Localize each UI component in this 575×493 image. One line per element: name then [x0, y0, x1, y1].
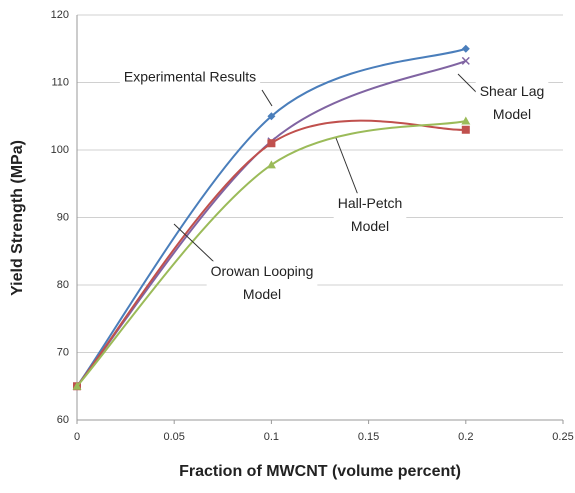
annotation-text: Model	[493, 106, 531, 122]
x-tick-label: 0	[74, 431, 80, 443]
series-line	[76, 119, 467, 387]
annotation: Hall-Petch Model	[333, 193, 407, 237]
marker	[461, 44, 470, 53]
marker	[461, 125, 470, 134]
x-tick-label: 0.2	[458, 431, 473, 443]
annotation: Shear Lag Model	[475, 81, 549, 125]
annotation: Experimental Results	[119, 66, 261, 87]
annotation-text: Shear Lag	[480, 83, 545, 99]
leader-line	[335, 137, 359, 196]
marker	[72, 381, 82, 390]
y-tick-label: 70	[57, 346, 69, 358]
y-tick-label: 110	[51, 76, 69, 88]
x-tick-label: 0.1	[264, 431, 279, 443]
series-line	[76, 59, 467, 387]
annotation-text: Model	[351, 218, 389, 234]
y-tick-label: 80	[57, 279, 69, 291]
marker	[267, 112, 276, 121]
x-tick-label: 0.05	[163, 431, 184, 443]
marker	[267, 139, 276, 148]
annotation-bg	[119, 66, 261, 87]
annotation-bg	[206, 261, 318, 305]
x-axis-title: Fraction of MWCNT (volume percent)	[179, 463, 461, 480]
y-tick-label: 120	[51, 9, 69, 21]
annotation-bg	[333, 193, 407, 237]
leader-line	[457, 73, 477, 93]
y-tick-label: 60	[57, 414, 69, 426]
leader-line	[173, 223, 215, 263]
annotation-text: Experimental Results	[124, 69, 256, 85]
y-axis-title: Yield Strength (MPa)	[9, 140, 26, 296]
series-line	[76, 119, 466, 387]
y-tick-label: 100	[51, 144, 69, 156]
marker	[461, 116, 471, 125]
annotation-bg	[475, 81, 549, 125]
series-line	[76, 47, 467, 387]
annotation-text: Orowan Looping	[211, 263, 314, 279]
annotation-text: Model	[243, 286, 281, 302]
x-tick-label: 0.15	[358, 431, 379, 443]
marker	[266, 160, 276, 169]
annotation: Orowan Looping Model	[206, 261, 318, 305]
annotation-text: Hall-Petch	[338, 195, 403, 211]
leader-line	[261, 89, 273, 107]
y-tick-label: 90	[57, 211, 69, 223]
x-tick-label: 0.25	[552, 431, 573, 443]
marker	[461, 56, 470, 65]
